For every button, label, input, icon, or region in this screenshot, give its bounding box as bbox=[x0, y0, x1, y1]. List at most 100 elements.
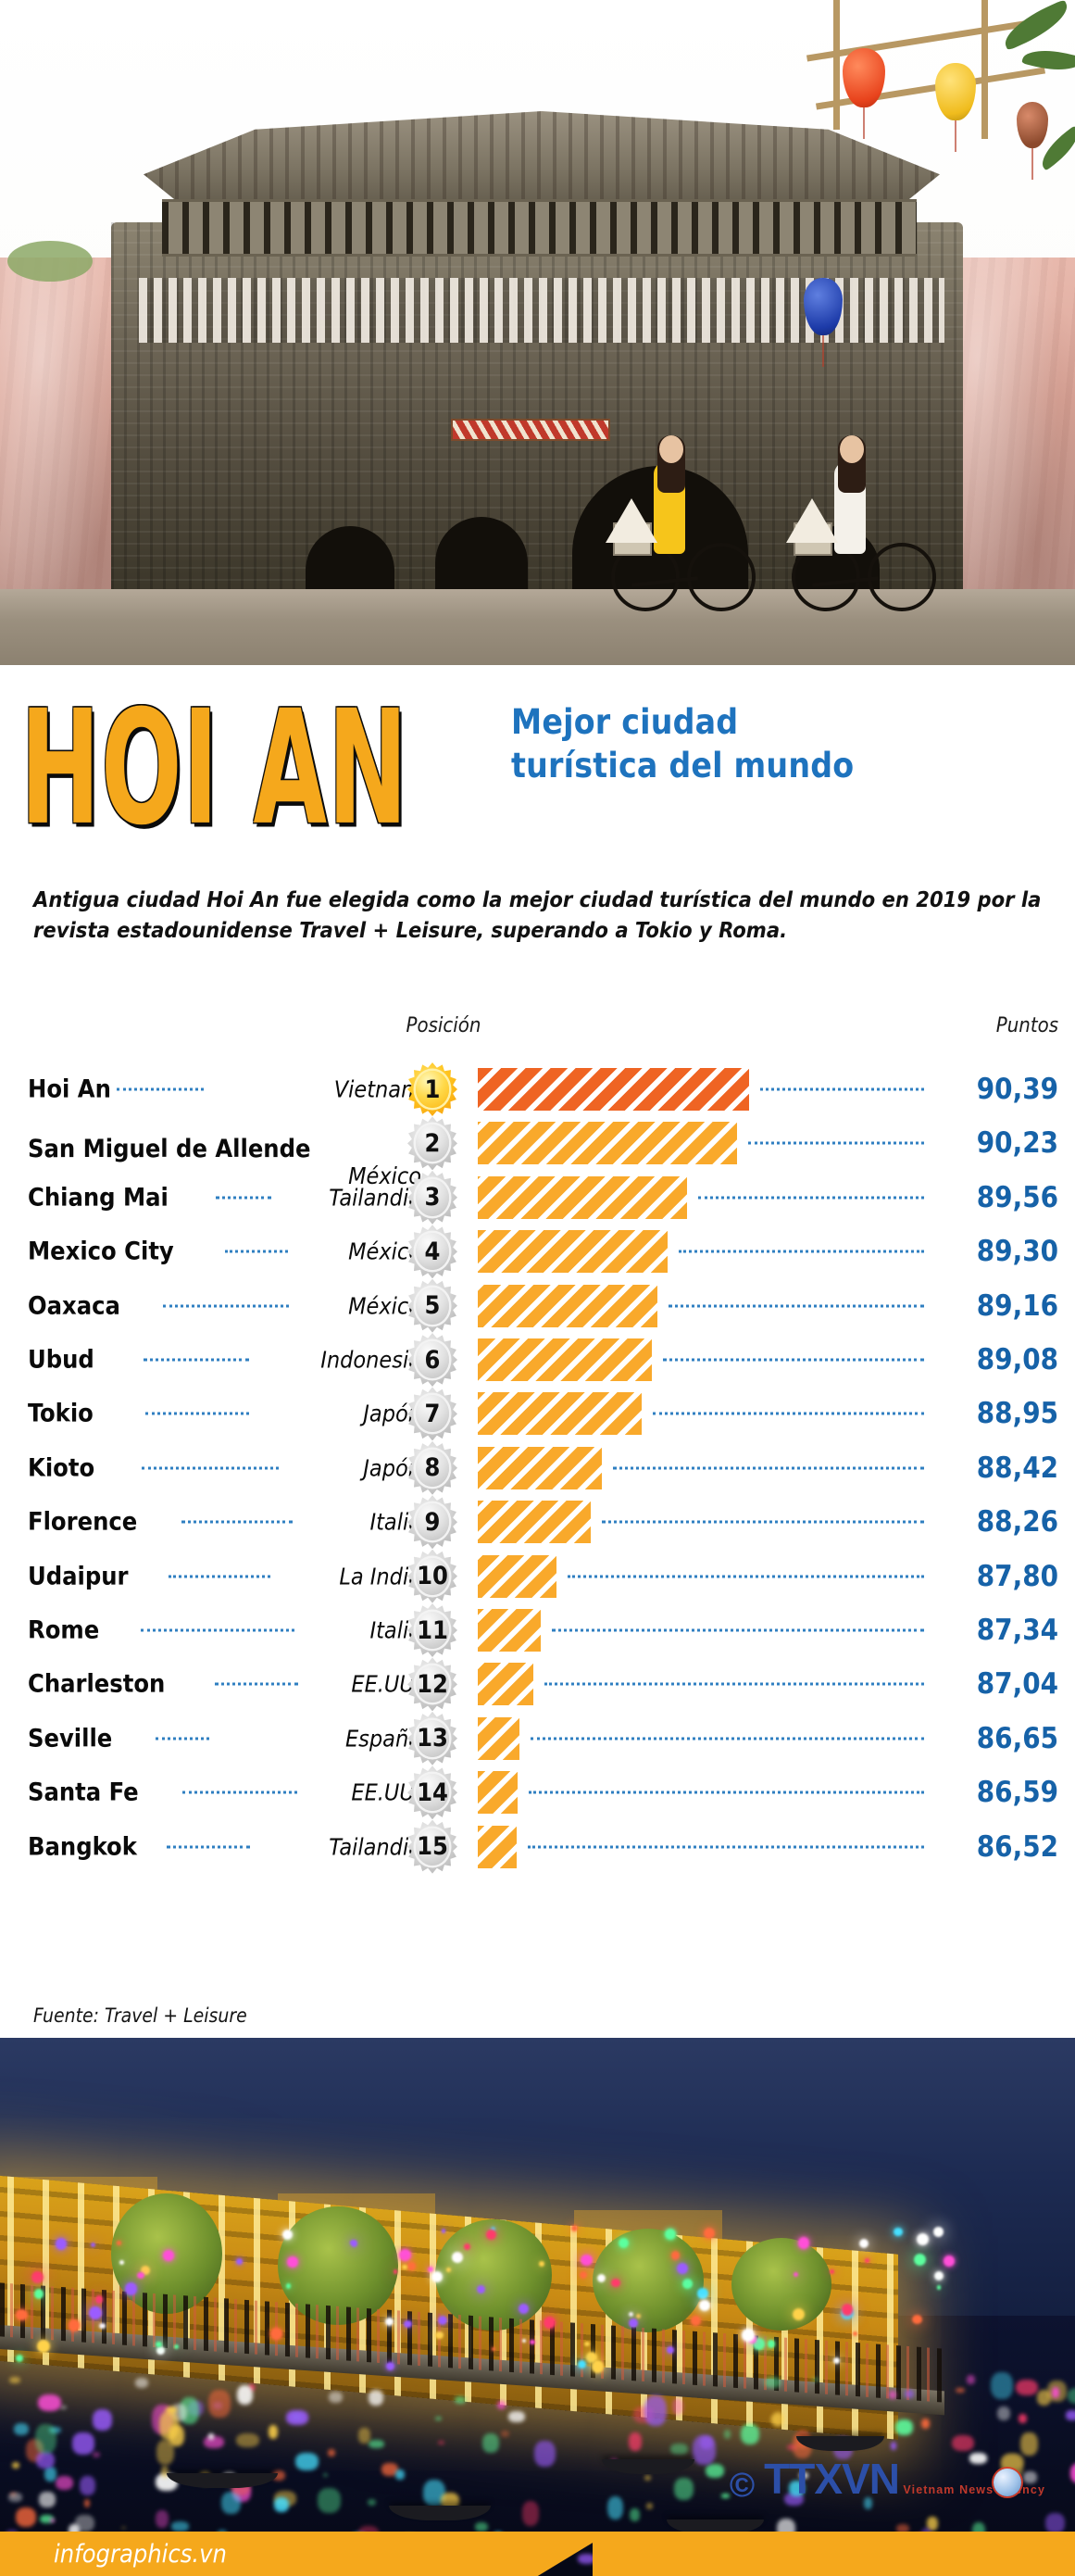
water-reflection bbox=[644, 2395, 668, 2426]
lantern-frame-post-2 bbox=[981, 0, 988, 139]
hanging-lantern-light bbox=[742, 2329, 756, 2343]
hanging-lantern-light bbox=[463, 2243, 470, 2251]
sampan-boat bbox=[167, 2473, 278, 2488]
page-subtitle: Mejor ciudad turística del mundo bbox=[511, 700, 993, 788]
leader-dots-left bbox=[216, 1196, 271, 1200]
badge-disc bbox=[416, 1719, 449, 1757]
badge-disc bbox=[416, 1612, 449, 1649]
hanging-lantern-light bbox=[793, 2307, 806, 2320]
hanging-lantern-light bbox=[894, 2227, 903, 2237]
rank-badge-12: 12 bbox=[407, 1657, 457, 1712]
rank-number: 13 bbox=[417, 1724, 448, 1753]
water-reflection bbox=[39, 2514, 54, 2524]
water-reflection bbox=[534, 2440, 556, 2467]
rank-number: 1 bbox=[424, 1074, 441, 1104]
subtitle-line-1: Mejor ciudad bbox=[511, 702, 739, 742]
hanging-lantern-light bbox=[174, 2344, 179, 2349]
lantern-yellow bbox=[935, 63, 976, 152]
lantern-blue bbox=[804, 278, 843, 367]
ttxvn-watermark: © TTXVN Vietnam News Agency bbox=[730, 2457, 1045, 2502]
hanging-lantern-light bbox=[393, 2269, 398, 2274]
hanging-lantern-light bbox=[585, 2351, 598, 2363]
water-reflection bbox=[890, 2441, 897, 2450]
rider-head bbox=[840, 435, 864, 463]
table-row: Kioto Japón 8 88,42 bbox=[0, 1440, 1075, 1495]
leader-dots-right bbox=[602, 1520, 924, 1524]
sampan-boat bbox=[602, 2459, 694, 2474]
water-reflection bbox=[249, 2384, 255, 2391]
table-row: San Miguel de Allende México 2 90,23 bbox=[0, 1116, 1075, 1189]
hanging-lantern-light bbox=[492, 2346, 496, 2351]
score-value: 87,80 bbox=[976, 1559, 1058, 1593]
city-name: Seville bbox=[28, 1724, 113, 1753]
water-reflection bbox=[1065, 2410, 1075, 2420]
table-row: Chiang Mai Tailandia 3 89,56 bbox=[0, 1170, 1075, 1225]
rank-badge-4: 4 bbox=[407, 1225, 457, 1279]
hanging-lantern-light bbox=[269, 2328, 282, 2341]
hanging-lantern-light bbox=[629, 2318, 638, 2328]
score-value: 88,95 bbox=[976, 1397, 1058, 1431]
water-reflection bbox=[36, 2451, 56, 2469]
country-name: Tailandia bbox=[329, 1833, 421, 1861]
leader-dots-right bbox=[679, 1250, 924, 1253]
water-reflection bbox=[236, 2384, 254, 2406]
hanging-lantern-light bbox=[543, 2316, 556, 2330]
leader-dots-right bbox=[748, 1141, 924, 1145]
water-reflection bbox=[789, 2480, 806, 2496]
rank-badge-14: 14 bbox=[407, 1766, 457, 1820]
water-reflection bbox=[522, 2500, 540, 2526]
hanging-lantern-light bbox=[676, 2262, 688, 2275]
water-reflection bbox=[14, 2423, 30, 2436]
badge-disc bbox=[416, 1125, 449, 1162]
city-name: Chiang Mai bbox=[28, 1183, 169, 1213]
water-reflection bbox=[967, 2374, 975, 2384]
score-value: 87,34 bbox=[976, 1614, 1058, 1647]
hanging-lantern-light bbox=[119, 2260, 125, 2266]
rank-badge-9: 9 bbox=[407, 1495, 457, 1550]
water-reflection bbox=[328, 2449, 335, 2457]
hanging-lantern-light bbox=[90, 2242, 95, 2247]
score-value: 86,65 bbox=[976, 1721, 1058, 1755]
score-value: 88,26 bbox=[976, 1505, 1058, 1539]
water-reflection bbox=[84, 2499, 91, 2508]
hanging-lantern-light bbox=[944, 2255, 956, 2267]
badge-disc bbox=[416, 1178, 449, 1216]
water-reflection bbox=[997, 2406, 1011, 2421]
leader-dots-left bbox=[144, 1358, 249, 1362]
title-band: HOI AN Mejor ciudad turística del mundo bbox=[0, 665, 1075, 850]
score-bar bbox=[478, 1230, 668, 1274]
hanging-lantern-light bbox=[37, 2340, 50, 2353]
water-reflection bbox=[765, 2377, 781, 2388]
country-name: Vietnam bbox=[333, 1075, 421, 1103]
water-reflection bbox=[9, 2376, 20, 2383]
rank-number: 8 bbox=[424, 1453, 441, 1483]
rider-head bbox=[659, 435, 683, 463]
leader-dots-left bbox=[215, 1682, 298, 1686]
water-reflection bbox=[15, 2507, 37, 2527]
column-header-points: Puntos bbox=[995, 1014, 1058, 1037]
water-reflection bbox=[741, 2423, 759, 2445]
hanging-lantern-light bbox=[522, 2338, 527, 2343]
hanging-lantern-light bbox=[385, 2361, 395, 2370]
table-row: Santa Fe EE.UU. 14 86,59 bbox=[0, 1766, 1075, 1820]
water-reflection bbox=[705, 2463, 725, 2479]
hanging-lantern-light bbox=[89, 2306, 102, 2319]
hanging-lantern-light bbox=[580, 2270, 587, 2279]
leader-dots-right bbox=[653, 1412, 924, 1415]
hanging-lantern-light bbox=[936, 2285, 941, 2290]
water-reflection bbox=[55, 2475, 74, 2490]
rank-badge-1: 1 bbox=[407, 1062, 457, 1116]
water-reflection bbox=[812, 2377, 819, 2382]
hanging-lantern-light bbox=[703, 2228, 715, 2240]
water-reflection bbox=[220, 2491, 241, 2515]
rank-badge-10: 10 bbox=[407, 1549, 457, 1603]
hanging-lantern-light bbox=[830, 2269, 835, 2275]
water-reflection bbox=[368, 2498, 376, 2507]
rank-badge-13: 13 bbox=[407, 1711, 457, 1766]
score-bar bbox=[478, 1609, 541, 1652]
water-reflection bbox=[956, 2388, 966, 2394]
hanging-lantern-light bbox=[404, 2319, 412, 2328]
water-reflection bbox=[92, 2409, 112, 2431]
hanging-lantern-light bbox=[581, 2254, 593, 2266]
water-reflection bbox=[952, 2435, 975, 2452]
